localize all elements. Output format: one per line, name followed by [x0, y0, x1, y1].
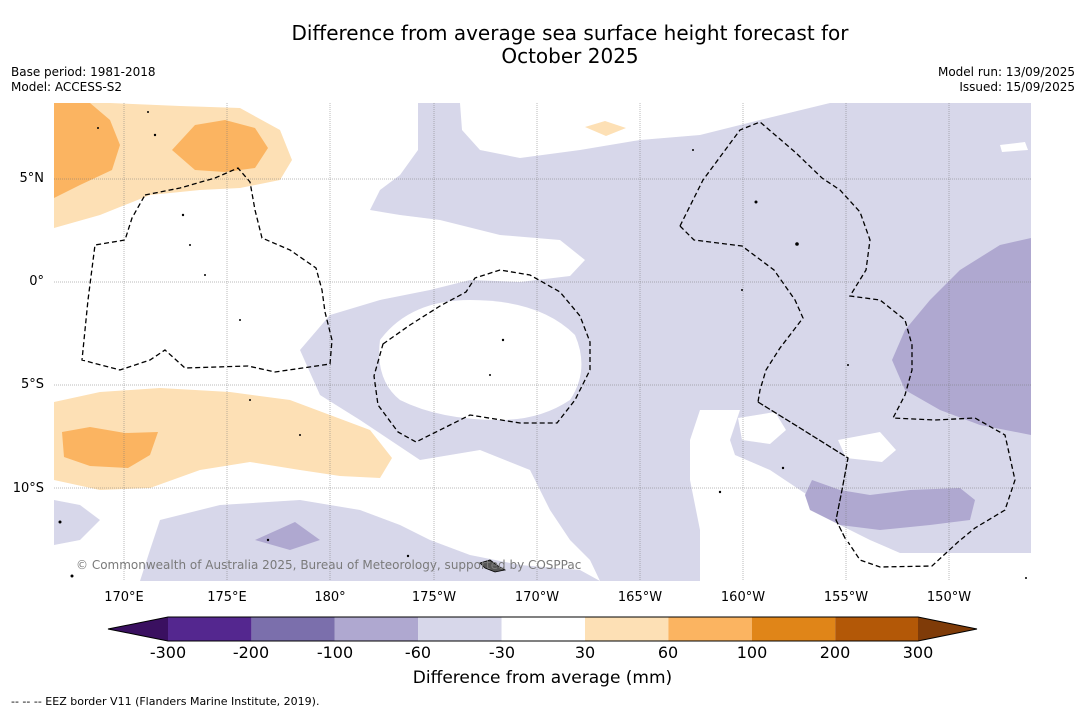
eez-phoenix [373, 269, 591, 443]
colorbar-tick: 300 [902, 643, 934, 662]
colorbar-tick: -100 [316, 643, 354, 662]
island [97, 127, 99, 129]
colorbar-label: Difference from average (mm) [412, 668, 673, 688]
lat-label-10s: 10°S [12, 481, 44, 496]
anomaly-light-orange-small [585, 121, 626, 136]
island-samoa [479, 559, 507, 573]
island [718, 490, 722, 494]
island [249, 399, 251, 401]
eez-legend: -- -- -- EEZ border V11 (Flanders Marine… [11, 695, 320, 708]
island [181, 213, 185, 217]
colorbar-segment [418, 617, 502, 641]
anomaly-light-purple-main [300, 103, 1031, 581]
lon-label-155w: 155°W [823, 590, 869, 605]
map-area [54, 103, 1031, 581]
anomaly-orange-northwest [54, 103, 120, 198]
model-run: Model run: 13/09/2025 [937, 65, 1075, 79]
colorbar-tick: -30 [488, 643, 516, 662]
colorbar [107, 616, 978, 642]
anomaly-medium-purple-southeast [805, 480, 975, 530]
title-line-2: October 2025 [501, 44, 639, 68]
lon-label-150w: 150°W [926, 590, 972, 605]
lon-label-165w: 165°W [617, 590, 663, 605]
colorbar-segment [501, 617, 585, 641]
hole-right-small-2 [838, 432, 896, 462]
island [204, 274, 206, 276]
colorbar-tick: 60 [657, 643, 679, 662]
eez-line-islands [679, 121, 1016, 568]
lat-label-5n: 5°N [19, 171, 45, 186]
colorbar-segment [585, 617, 669, 641]
anomaly-medium-purple-east [892, 238, 1031, 435]
lon-label-160w: 160°W [720, 590, 766, 605]
island [147, 111, 149, 113]
meta-left: Base period: 1981-2018 Model: ACCESS-S2 [11, 65, 156, 95]
lon-label-175e: 175°E [207, 590, 247, 605]
lon-label-170e: 170°E [104, 590, 144, 605]
issued-date: Issued: 15/09/2025 [959, 80, 1075, 94]
colorbar-segment [668, 617, 752, 641]
island [406, 554, 410, 558]
title-line-1: Difference from average sea surface heig… [291, 21, 849, 45]
grid-lines [54, 103, 1031, 581]
colorbar-outline [107, 616, 978, 642]
island [266, 538, 270, 542]
hole-top-right [1000, 142, 1028, 152]
island [189, 244, 191, 246]
anomaly-light-orange-south [54, 388, 392, 490]
meta-right: Model run: 13/09/2025 Issued: 15/09/2025 [938, 65, 1075, 95]
island [781, 466, 785, 470]
island [754, 200, 758, 204]
lat-label-0: 0° [29, 274, 44, 289]
lon-label-170w: 170°W [514, 590, 560, 605]
colorbar-tick: -200 [232, 643, 270, 662]
island [501, 338, 505, 342]
islands [58, 111, 1027, 579]
anomaly-orange-south [62, 427, 158, 468]
island [299, 434, 301, 436]
colorbar-segment [751, 617, 836, 641]
eez-cook-islands [757, 401, 849, 541]
colorbar-extend-left [108, 617, 168, 641]
colorbar-extend-right [918, 617, 977, 641]
colorbar-tick: 100 [736, 643, 768, 662]
colorbar-segment [168, 617, 252, 641]
colorbar-tick: -300 [149, 643, 187, 662]
colorbar-segment [835, 617, 919, 641]
colorbar-tick: 200 [819, 643, 851, 662]
island [58, 520, 62, 524]
colorbar-segment [334, 617, 419, 641]
island [795, 242, 799, 246]
island [153, 133, 157, 137]
eez-kiribati-gilbert [81, 167, 333, 373]
island [741, 289, 743, 291]
copyright-notice: © Commonwealth of Australia 2025, Bureau… [76, 558, 582, 572]
lon-label-180: 180° [314, 590, 346, 605]
colorbar-tick: 30 [574, 643, 596, 662]
colorbar-segment [251, 617, 335, 641]
eez-line-islands-west [679, 225, 804, 403]
hole-center-oval [379, 300, 582, 420]
eez-borders [81, 121, 1016, 568]
anomaly-medium-purple-small [255, 522, 320, 550]
hole-right-small-1 [738, 412, 786, 444]
model-name: Model: ACCESS-S2 [11, 80, 123, 94]
anomaly-orange-north [172, 120, 268, 172]
lat-label-5s: 5°S [20, 377, 44, 392]
lon-label-175w: 175°W [411, 590, 457, 605]
island [692, 149, 694, 151]
anomaly-light-purple-left [54, 500, 100, 545]
hole-top-middle [460, 103, 830, 158]
base-period: Base period: 1981-2018 [11, 65, 156, 79]
colorbar-tick: -60 [404, 643, 432, 662]
island [489, 374, 491, 376]
island [70, 574, 74, 578]
chart-title: Difference from average sea surface heig… [0, 22, 1085, 68]
island [1025, 577, 1027, 579]
island [847, 364, 849, 366]
island [239, 319, 241, 321]
anomaly-light-purple-bottom [140, 500, 600, 581]
